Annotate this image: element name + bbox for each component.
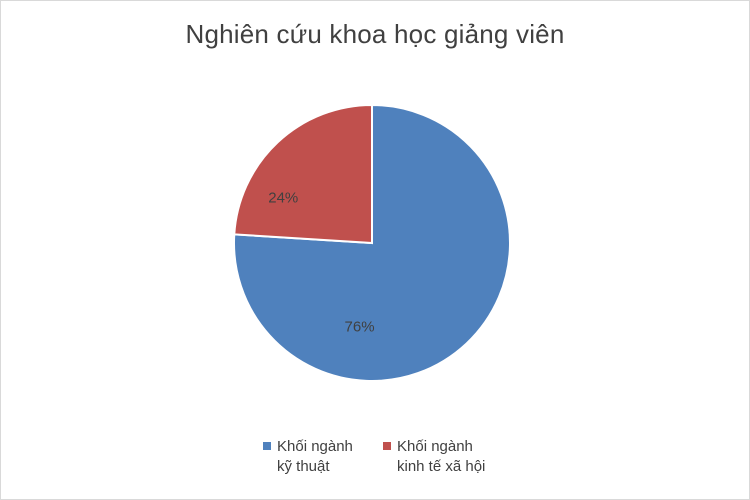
legend-swatch-ky-thuat: [263, 442, 271, 450]
legend-item-ky-thuat: Khối ngành kỹ thuật: [263, 437, 353, 477]
pie-data-labels: 76% 24%: [268, 189, 374, 335]
legend: Khối ngành kỹ thuật Khối ngành kinh tế x…: [263, 437, 523, 481]
pie-slice-kinh-te-xa-hoi: [233, 103, 373, 245]
pie-slice-ky-thuat: [233, 103, 511, 382]
pie-slices: [233, 103, 511, 382]
legend-label-ky-thuat: Khối ngành kỹ thuật: [277, 438, 353, 475]
legend-swatch-kinh-te-xa-hoi: [383, 442, 391, 450]
legend-item-kinh-te-xa-hoi: Khối ngành kinh tế xã hội: [383, 437, 485, 477]
data-label-kinh-te-xa-hoi: 24%: [268, 189, 298, 206]
chart-title: Nghiên cứu khoa học giảng viên: [185, 19, 565, 49]
data-label-ky-thuat: 76%: [345, 319, 375, 336]
legend-label-kinh-te-xa-hoi: Khối ngành kinh tế xã hội: [397, 438, 486, 475]
